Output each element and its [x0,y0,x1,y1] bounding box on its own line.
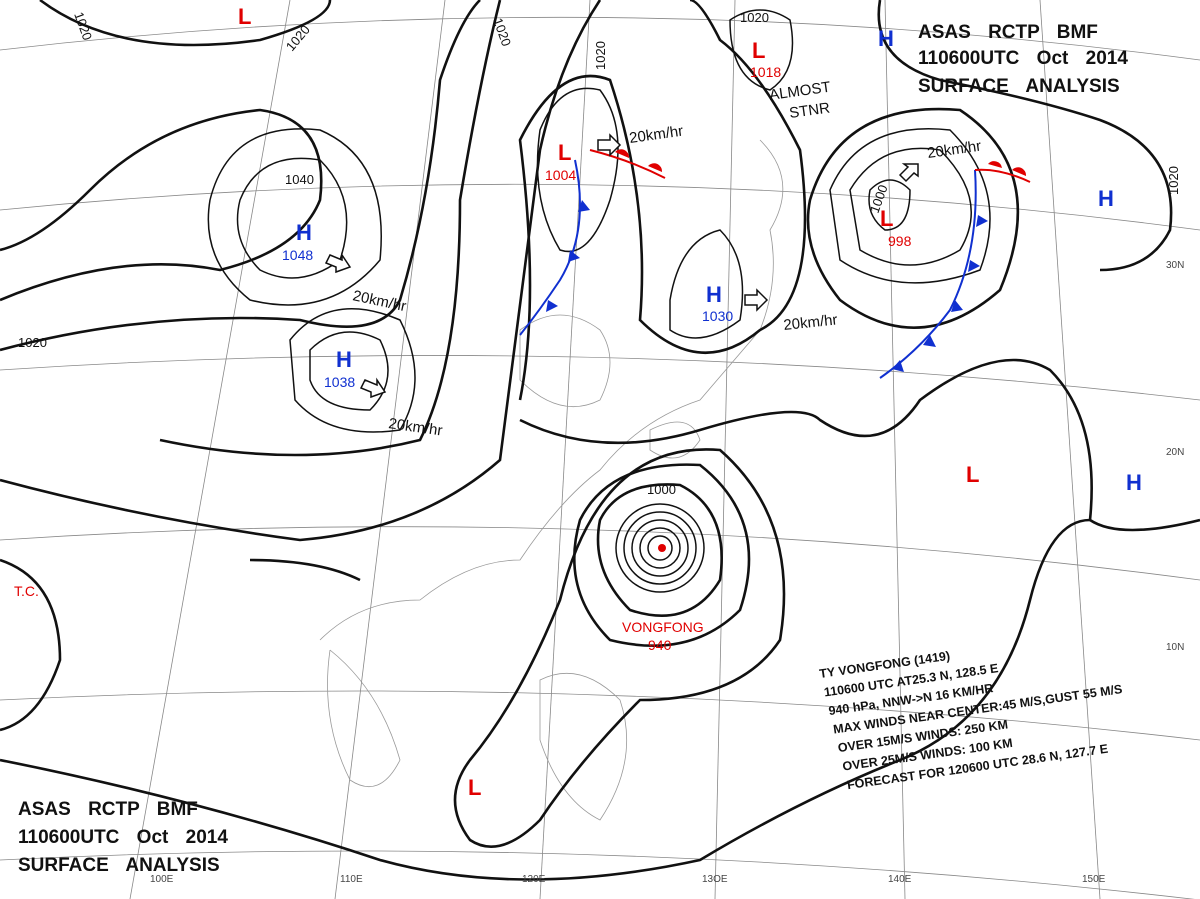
header-line: ASAS RCTP BMF [918,22,1098,43]
coastlines [319,139,784,821]
high-symbol: H [296,220,312,245]
header-line: SURFACE ANALYSIS [918,76,1120,97]
high-symbol: H [1126,470,1142,495]
low-symbol: L [558,140,571,165]
low-symbol: L [468,775,481,800]
low-pressure: 1018 [750,64,781,80]
header-line: 110600UTC Oct 2014 [18,827,228,848]
high-symbol: H [336,347,352,372]
header-line: ASAS RCTP BMF [18,799,198,820]
isobar-label: 1020 [740,10,769,25]
stationary-note: STNR [788,99,831,122]
high-pressure: 1038 [324,374,355,390]
typhoon-pressure: 940 [648,637,672,653]
high-symbol: H [1098,186,1114,211]
longitude-label: 100E [150,874,174,885]
longitude-label: 13OE [702,874,728,885]
typhoon-name: VONGFONG [622,619,704,635]
motion-arrows [324,133,919,399]
header-line: 110600UTC Oct 2014 [918,48,1128,69]
longitude-label: 150E [1082,874,1106,885]
isobar-label: 1020 [18,335,47,350]
isobars [0,0,1200,881]
low-symbol: L [752,38,765,63]
high-symbol: H [878,26,894,51]
isobar-label: 1020 [1166,166,1181,195]
isobar-label: 1020 [593,41,608,70]
high-pressure: 1048 [282,247,313,263]
motion-label: 20km/hr [783,311,839,334]
low-pressure: 1004 [545,167,576,183]
isobar-label: 1040 [285,172,314,187]
low-symbol: L [966,462,979,487]
high-symbol: H [706,282,722,307]
latitude-label: 10N [1166,642,1184,653]
longitude-label: 110E [340,874,363,885]
high-pressure: 1030 [702,308,733,324]
low-pressure: 998 [888,233,912,249]
tc-label: T.C. [14,583,39,599]
fronts [519,149,1031,379]
latitude-label: 30N [1166,260,1184,271]
low-symbol: L [880,206,893,231]
longitude-label: 140E [888,874,912,885]
isobar-label: 1000 [647,482,676,497]
low-symbol: L [238,4,251,29]
latitude-label: 20N [1166,447,1184,458]
longitude-label: 120E [522,874,546,885]
typhoon-center [658,544,666,552]
header-line: SURFACE ANALYSIS [18,855,220,876]
